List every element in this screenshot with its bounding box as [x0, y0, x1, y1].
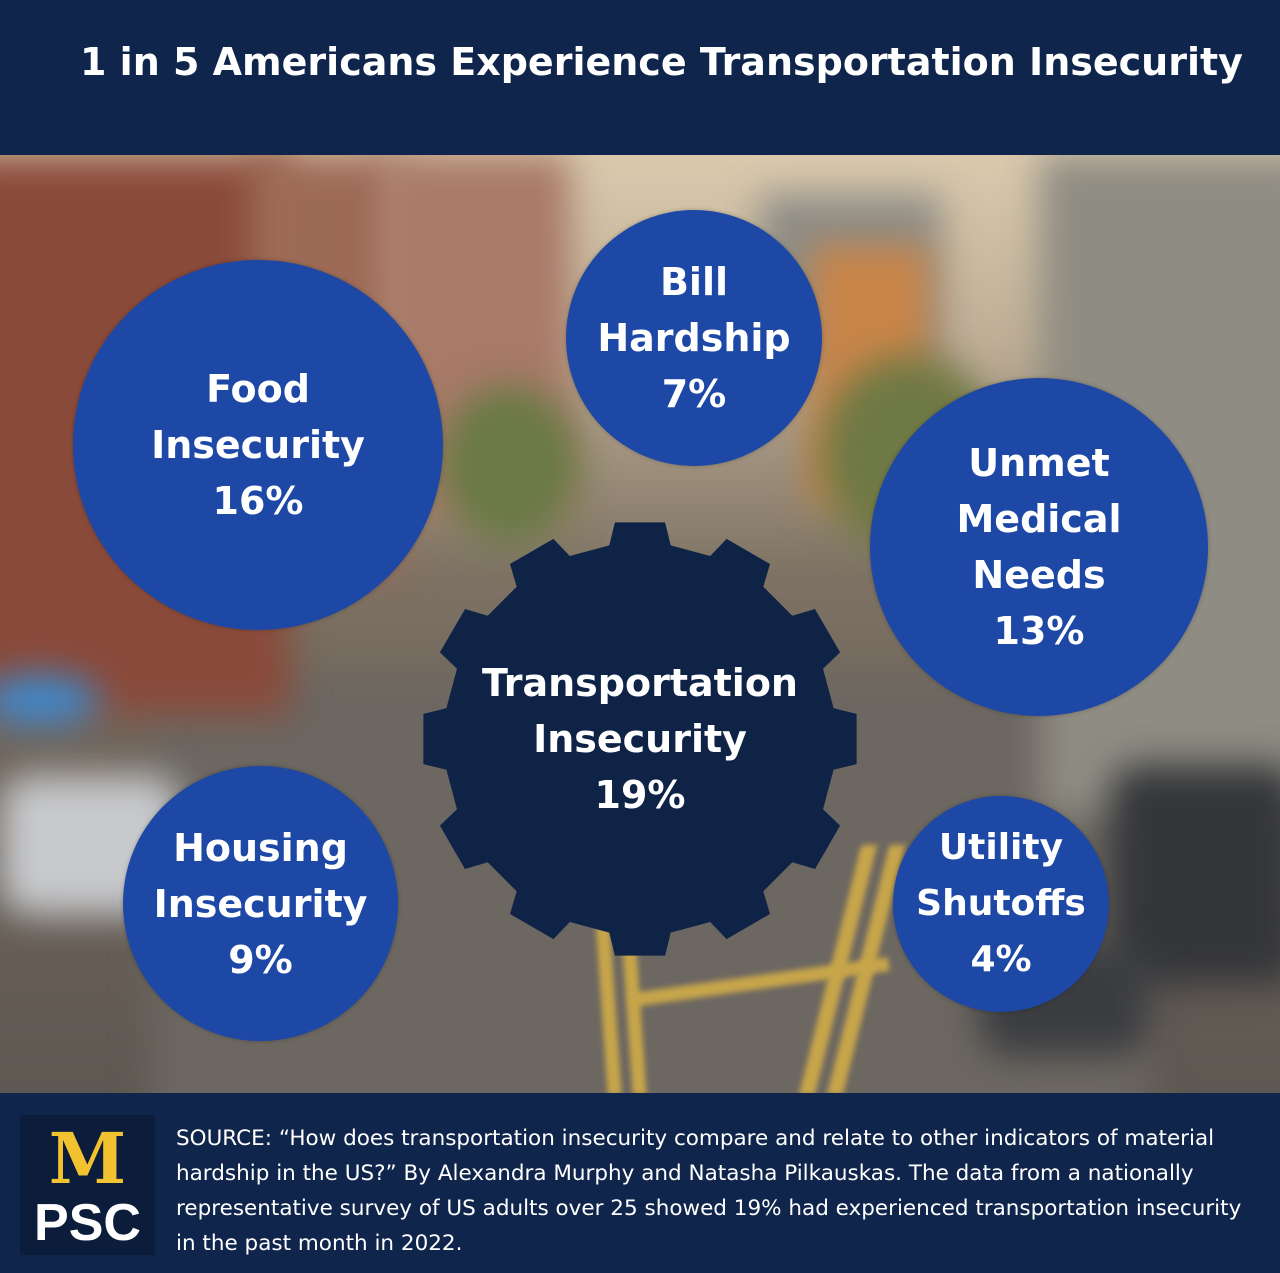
gear-label: Insecurity: [533, 717, 747, 761]
bubble-label: Shutoffs: [916, 883, 1086, 924]
bubble-label: Needs: [972, 553, 1106, 597]
bubble-value: 16%: [212, 479, 304, 523]
bubble-bill-hardship: Bill Hardship 7%: [566, 210, 822, 466]
header-banner: 1 in 5 Americans Experience Transportati…: [0, 0, 1280, 155]
bubble-utility-shutoffs: Utility Shutoffs 4%: [893, 796, 1109, 1012]
psc-logo: M PSC: [20, 1115, 155, 1255]
bubble-label: Hardship: [597, 316, 791, 360]
source-citation: SOURCE: “How does transportation insecur…: [176, 1126, 1242, 1256]
bubble-label: Bill: [659, 260, 729, 304]
page-title: 1 in 5 Americans Experience Transportati…: [80, 40, 1243, 84]
bubble-unmet-medical-needs: Unmet Medical Needs 13%: [870, 378, 1208, 716]
bubble-label: Food: [206, 367, 310, 411]
bubble-label: Insecurity: [151, 423, 365, 467]
bubble-value: 13%: [993, 609, 1085, 653]
bubble-label: Utility: [938, 827, 1064, 868]
bubble-label: Housing: [173, 825, 348, 870]
gear-shape: [423, 522, 857, 956]
center-gear: Transportation Insecurity 19%: [418, 520, 862, 958]
bubble-housing-insecurity: Housing Insecurity 9%: [123, 766, 398, 1041]
gear-icon: [423, 522, 857, 956]
bubble-value: 4%: [970, 939, 1032, 980]
bubble-label: Medical: [956, 497, 1122, 541]
bubble-label: Unmet: [968, 441, 1110, 485]
gear-label: Transportation: [481, 661, 798, 705]
bubble-label: Insecurity: [153, 881, 368, 926]
bubble-value: 9%: [228, 937, 293, 982]
gear-value: 19%: [594, 773, 686, 817]
bubble-food-insecurity: Food Insecurity 16%: [73, 260, 443, 630]
logo-psc-text: PSC: [34, 1194, 141, 1252]
bubble-value: 7%: [661, 372, 727, 416]
footer-banner: M PSC SOURCE: “How does transportation i…: [0, 1093, 1280, 1273]
block-m-logo: M: [48, 1117, 127, 1200]
